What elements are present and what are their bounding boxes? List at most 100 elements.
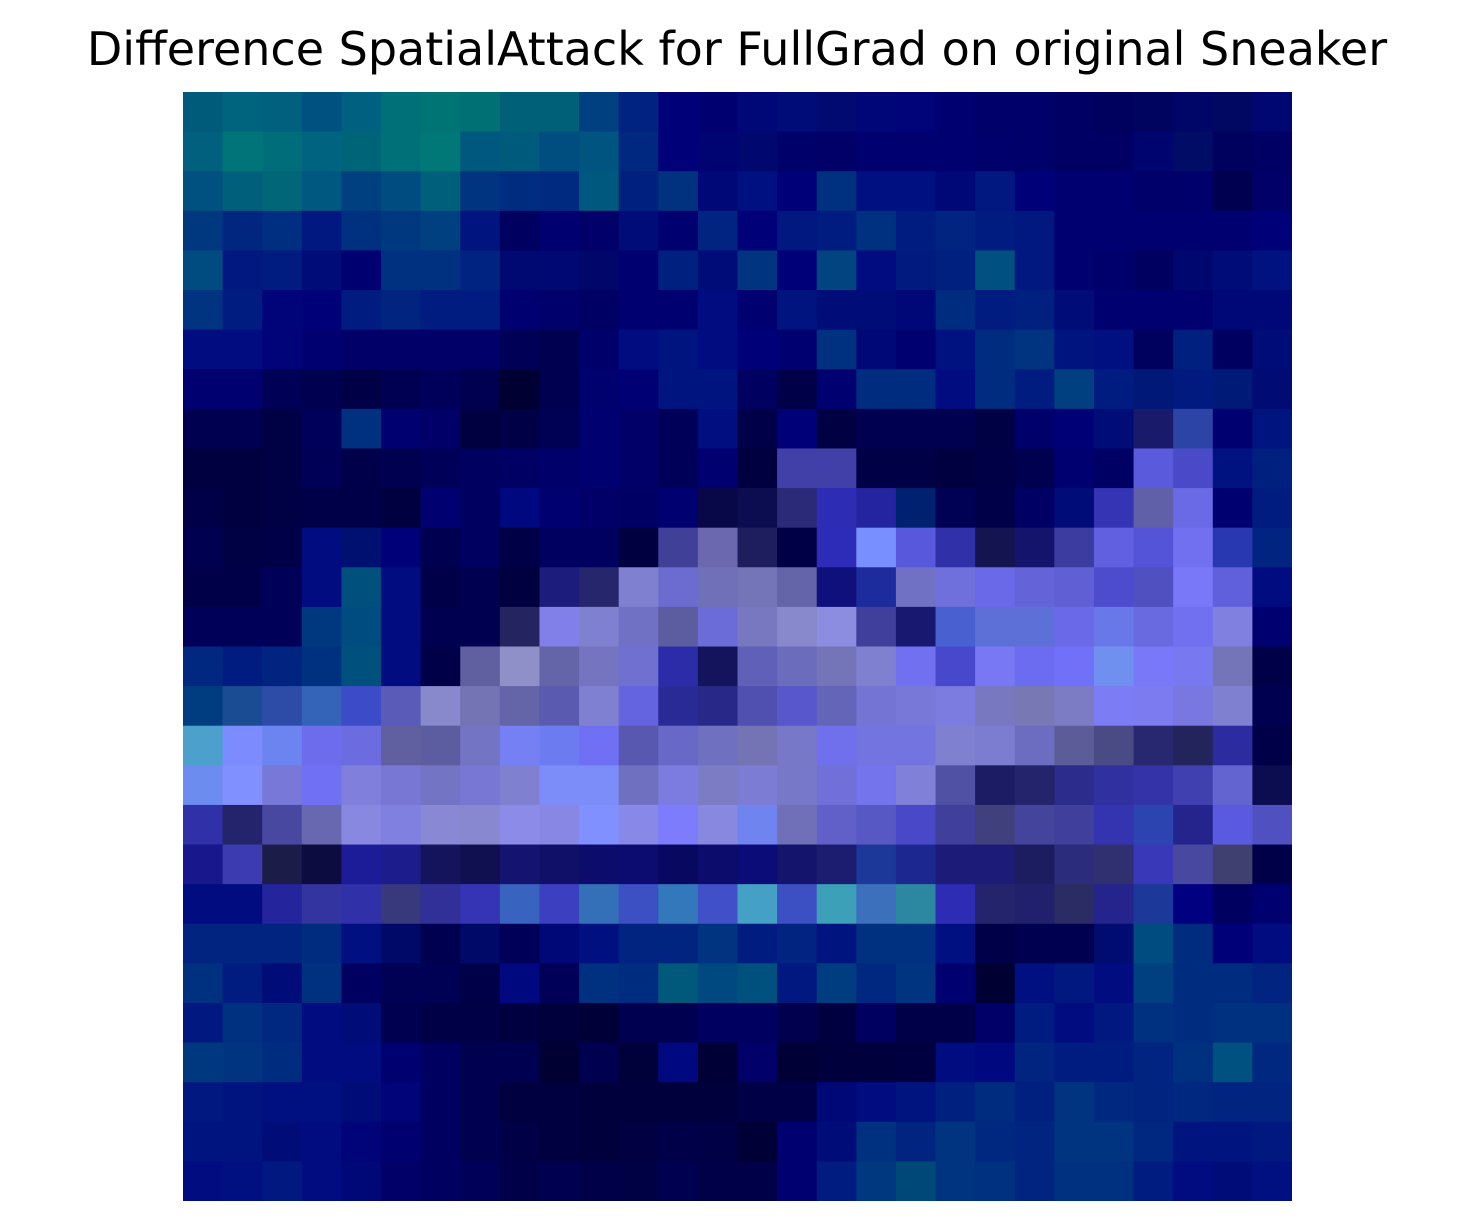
heatmap-cell-r25-c6	[420, 1082, 461, 1123]
heatmap-cell-r8-c22	[1054, 408, 1095, 450]
heatmap-cell-r21-c26	[1212, 923, 1253, 964]
heatmap-cell-r19-c15	[777, 844, 818, 885]
heatmap-cell-r1-c15	[777, 131, 818, 172]
heatmap-cell-r2-c22	[1054, 171, 1095, 212]
heatmap-cell-r26-c2	[262, 1121, 303, 1162]
heatmap-cell-r7-c15	[777, 369, 818, 410]
heatmap-cell-r10-c15	[777, 488, 818, 529]
heatmap-cell-r18-c14	[737, 804, 778, 846]
heatmap-cell-r13-c21	[1014, 606, 1055, 648]
heatmap-cell-r25-c16	[816, 1082, 857, 1123]
heatmap-cell-r23-c2	[262, 1002, 303, 1044]
heatmap-cell-r12-c13	[697, 567, 739, 608]
heatmap-cell-r6-c17	[856, 329, 897, 370]
heatmap-cell-r7-c6	[420, 369, 461, 410]
heatmap-cell-r6-c16	[816, 329, 857, 370]
heatmap-cell-r13-c27	[1252, 606, 1292, 648]
heatmap-cell-r13-c9	[539, 606, 580, 648]
heatmap-cell-r3-c24	[1133, 210, 1174, 252]
heatmap-cell-r26-c18	[895, 1121, 937, 1162]
heatmap-cell-r24-c12	[658, 1042, 699, 1083]
heatmap-cell-r21-c1	[222, 923, 263, 964]
heatmap-cell-r0-c7	[460, 92, 501, 133]
heatmap-cell-r19-c6	[420, 844, 461, 885]
heatmap-cell-r19-c4	[341, 844, 382, 885]
heatmap-cell-r18-c8	[499, 804, 541, 846]
heatmap-cell-r16-c5	[381, 725, 422, 766]
heatmap-cell-r0-c19	[935, 92, 976, 133]
heatmap-cell-r24-c24	[1133, 1042, 1174, 1083]
heatmap-cell-r8-c24	[1133, 408, 1174, 450]
heatmap-cell-r19-c27	[1252, 844, 1292, 885]
heatmap-cell-r19-c10	[579, 844, 620, 885]
heatmap-cell-r22-c12	[658, 963, 699, 1004]
heatmap-cell-r8-c21	[1014, 408, 1055, 450]
heatmap-cell-r24-c8	[499, 1042, 541, 1083]
heatmap-cell-r22-c25	[1173, 963, 1214, 1004]
heatmap-cell-r2-c19	[935, 171, 976, 212]
heatmap-cell-r2-c23	[1093, 171, 1135, 212]
heatmap-cell-r23-c24	[1133, 1002, 1174, 1044]
heatmap-cell-r6-c15	[777, 329, 818, 370]
heatmap-cell-r0-c25	[1173, 92, 1214, 133]
heatmap-cell-r25-c14	[737, 1082, 778, 1123]
heatmap-cell-r11-c26	[1212, 527, 1253, 568]
heatmap-cell-r23-c14	[737, 1002, 778, 1044]
heatmap-cell-r12-c7	[460, 567, 501, 608]
heatmap-cell-r2-c18	[895, 171, 937, 212]
heatmap-cell-r12-c26	[1212, 567, 1253, 608]
heatmap-cell-r14-c16	[816, 646, 857, 687]
heatmap-cell-r18-c3	[301, 804, 343, 846]
heatmap-cell-r20-c27	[1252, 884, 1292, 925]
heatmap-cell-r25-c26	[1212, 1082, 1253, 1123]
heatmap-cell-r25-c4	[341, 1082, 382, 1123]
heatmap-cell-r0-c10	[579, 92, 620, 133]
heatmap-cell-r10-c0	[183, 488, 224, 529]
heatmap-cell-r9-c14	[737, 448, 778, 489]
heatmap-cell-r18-c22	[1054, 804, 1095, 846]
heatmap-cell-r17-c11	[618, 765, 659, 806]
heatmap-cell-r16-c15	[777, 725, 818, 766]
heatmap-cell-r25-c22	[1054, 1082, 1095, 1123]
heatmap-cell-r25-c13	[697, 1082, 739, 1123]
heatmap-cell-r9-c7	[460, 448, 501, 489]
heatmap-cell-r21-c14	[737, 923, 778, 964]
heatmap-cell-r21-c19	[935, 923, 976, 964]
heatmap-cell-r7-c22	[1054, 369, 1095, 410]
heatmap-cell-r0-c12	[658, 92, 699, 133]
heatmap-cell-r5-c12	[658, 290, 699, 331]
heatmap-cell-r8-c23	[1093, 408, 1135, 450]
heatmap-cell-r23-c7	[460, 1002, 501, 1044]
heatmap-cell-r12-c6	[420, 567, 461, 608]
heatmap-cell-r16-c13	[697, 725, 739, 766]
heatmap-cell-r27-c12	[658, 1161, 699, 1201]
heatmap-cell-r3-c0	[183, 210, 224, 252]
heatmap-cell-r24-c11	[618, 1042, 659, 1083]
heatmap-cell-r22-c4	[341, 963, 382, 1004]
heatmap-cell-r7-c26	[1212, 369, 1253, 410]
heatmap-cell-r2-c26	[1212, 171, 1253, 212]
heatmap-cell-r8-c17	[856, 408, 897, 450]
heatmap-cell-r20-c17	[856, 884, 897, 925]
heatmap-cell-r14-c22	[1054, 646, 1095, 687]
heatmap-cell-r2-c13	[697, 171, 739, 212]
heatmap-cell-r20-c4	[341, 884, 382, 925]
heatmap-cell-r10-c27	[1252, 488, 1292, 529]
heatmap-cell-r22-c3	[301, 963, 343, 1004]
heatmap-cell-r2-c16	[816, 171, 857, 212]
heatmap-cell-r12-c2	[262, 567, 303, 608]
heatmap-cell-r11-c23	[1093, 527, 1135, 568]
heatmap-cell-r27-c27	[1252, 1161, 1292, 1201]
heatmap-cell-r10-c9	[539, 488, 580, 529]
heatmap-cell-r12-c14	[737, 567, 778, 608]
heatmap-cell-r25-c10	[579, 1082, 620, 1123]
heatmap-cell-r2-c7	[460, 171, 501, 212]
heatmap-cell-r14-c8	[499, 646, 541, 687]
heatmap-cell-r13-c25	[1173, 606, 1214, 648]
heatmap-cell-r0-c24	[1133, 92, 1174, 133]
heatmap-cell-r13-c5	[381, 606, 422, 648]
heatmap-cell-r26-c24	[1133, 1121, 1174, 1162]
heatmap-cell-r19-c23	[1093, 844, 1135, 885]
heatmap-cell-r13-c22	[1054, 606, 1095, 648]
heatmap-cell-r25-c5	[381, 1082, 422, 1123]
